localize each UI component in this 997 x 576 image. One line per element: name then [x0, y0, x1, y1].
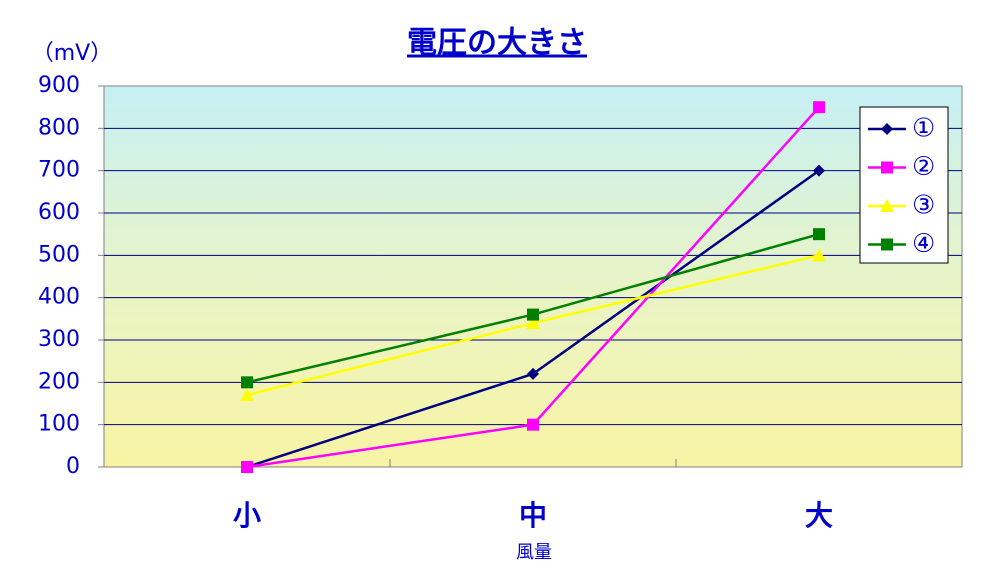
x-tick-label: 小 [233, 499, 261, 532]
data-point [241, 376, 253, 389]
y-axis-label: （mV） [32, 41, 112, 66]
data-point [241, 461, 253, 473]
y-tick-label: 600 [38, 200, 80, 225]
legend-marker [880, 199, 894, 212]
data-point [527, 418, 539, 431]
legend-label: ① [912, 114, 935, 144]
y-tick-label: 500 [38, 242, 80, 267]
data-point [526, 316, 540, 330]
data-point [813, 228, 825, 241]
y-tick-label: 900 [38, 73, 80, 98]
y-tick-label: 400 [38, 285, 80, 310]
legend-label: ③ [912, 191, 935, 221]
y-tick-label: 700 [38, 158, 80, 183]
y-tick-label: 0 [66, 454, 80, 479]
data-point [813, 164, 825, 177]
data-point [240, 388, 254, 402]
y-tick-label: 200 [38, 369, 80, 394]
data-point [812, 248, 826, 262]
data-point [813, 101, 825, 114]
legend [859, 106, 949, 264]
plot-area [103, 85, 963, 468]
y-tick-label: 300 [38, 327, 80, 352]
x-tick-label: 大 [805, 499, 833, 532]
legend-label: ④ [912, 229, 935, 259]
chart-title: 電圧の大きさ [407, 26, 587, 61]
y-tick-label: 100 [38, 412, 80, 437]
legend-marker [881, 161, 893, 174]
legend-marker [881, 123, 893, 135]
x-tick-label: 中 [519, 499, 547, 532]
y-tick-label: 800 [38, 115, 80, 140]
x-axis-label: 風量 [516, 542, 552, 563]
legend-label: ② [912, 152, 935, 182]
data-point [527, 308, 539, 321]
data-point [527, 367, 539, 380]
legend-marker [881, 238, 893, 251]
